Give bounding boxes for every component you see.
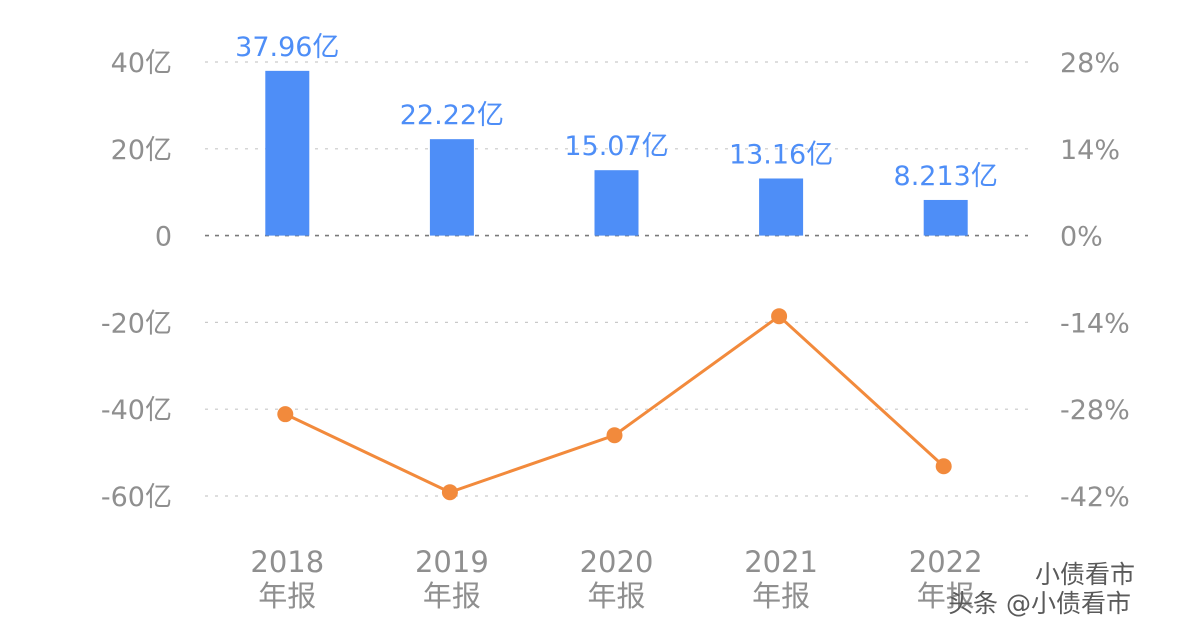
category-axis: 2018 年报 2019 年报 2020 年报 2021 年报 2022 年报	[250, 545, 982, 613]
line-point	[606, 427, 623, 444]
category-label: 2021 年报	[744, 545, 818, 613]
category-label: 2018 年报	[250, 545, 324, 613]
watermark: 小债看市 头条 @小债看市	[948, 560, 1135, 618]
right-tick-label: -14%	[1060, 308, 1130, 339]
bar	[923, 199, 968, 236]
right-tick-label: 28%	[1060, 48, 1120, 79]
left-axis-ticks: 40亿 20亿 0 -20亿 -40亿 -60亿	[101, 48, 172, 513]
line-point	[277, 406, 294, 423]
bar	[759, 178, 804, 236]
bar-series	[265, 70, 968, 236]
bar-data-label: 8.213亿	[894, 161, 998, 192]
watermark-line2: 头条 @小债看市	[948, 589, 1131, 618]
bar	[429, 139, 474, 236]
right-tick-label: -28%	[1060, 395, 1130, 426]
left-tick-label: 20亿	[111, 135, 172, 166]
left-tick-label: 40亿	[111, 48, 172, 79]
bar	[594, 170, 639, 236]
right-tick-label: -42%	[1060, 482, 1130, 513]
category-label: 2022 年报	[909, 545, 983, 613]
line-point	[771, 308, 788, 325]
category-label: 2019 年报	[415, 545, 489, 613]
bar-data-label: 15.07亿	[564, 131, 668, 162]
line-point	[935, 458, 952, 475]
bar-data-label: 13.16亿	[729, 139, 833, 170]
right-tick-label: 14%	[1060, 135, 1120, 166]
category-label: 2020 年报	[580, 545, 654, 613]
line-path	[284, 314, 945, 494]
line-series	[277, 308, 952, 501]
left-tick-label: 0	[155, 222, 172, 253]
right-axis-ticks: 28% 14% 0% -14% -28% -42%	[1060, 48, 1130, 513]
left-tick-label: -40亿	[101, 395, 172, 426]
bar	[265, 70, 310, 236]
left-tick-label: -60亿	[101, 482, 172, 513]
left-tick-label: -20亿	[101, 308, 172, 339]
bar-value-labels: 37.96亿 22.22亿 15.07亿 13.16亿 8.213亿	[235, 32, 998, 192]
line-point	[441, 484, 458, 501]
watermark-line1: 小债看市	[1035, 560, 1135, 589]
bar-data-label: 22.22亿	[400, 100, 504, 131]
bar-data-label: 37.96亿	[235, 32, 339, 63]
right-tick-label: 0%	[1060, 222, 1103, 253]
